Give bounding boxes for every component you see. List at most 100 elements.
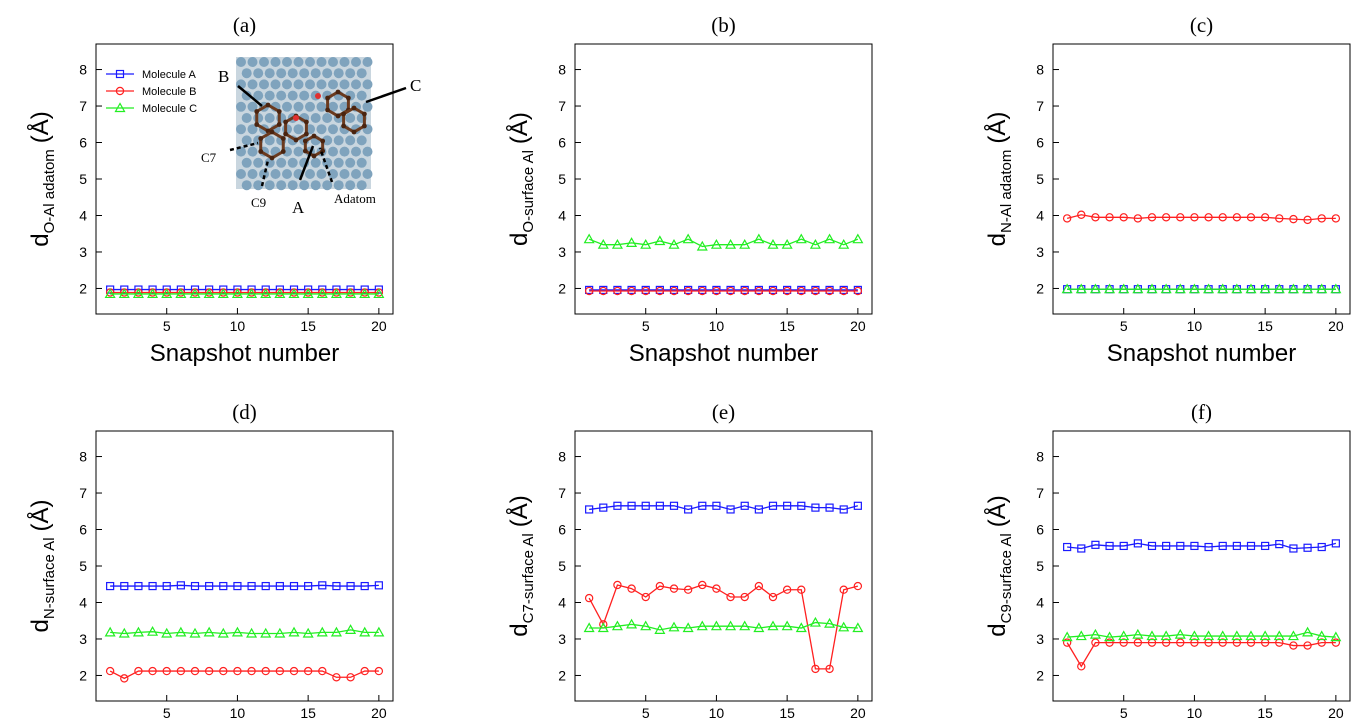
- surface-atom: [345, 180, 356, 191]
- molecule-atom: [302, 138, 308, 144]
- data-point: [162, 581, 171, 591]
- surface-atom: [356, 90, 367, 101]
- data-point: [246, 627, 258, 638]
- x-axis-label: Snapshot number: [629, 340, 818, 367]
- data-point: [1330, 283, 1342, 294]
- inset-label: Adatom: [334, 191, 376, 206]
- surface-atom: [282, 169, 292, 179]
- data-point: [613, 501, 622, 510]
- molecule-atom: [345, 95, 351, 101]
- surface-atom: [322, 135, 333, 146]
- data-point: [1289, 641, 1298, 650]
- data-point: [682, 622, 694, 633]
- molecule-atom: [254, 109, 260, 114]
- y-tick-label: 4: [558, 594, 566, 610]
- surface-atom: [287, 157, 298, 168]
- data-point: [795, 622, 807, 633]
- x-tick-label: 10: [1187, 318, 1203, 334]
- data-point: [1146, 283, 1158, 294]
- data-point: [824, 617, 836, 628]
- data-point: [1062, 638, 1072, 647]
- data-point: [641, 501, 650, 510]
- surface-atom: [333, 180, 344, 191]
- surface-atom: [310, 68, 321, 79]
- data-point: [189, 288, 201, 299]
- data-point: [1289, 544, 1298, 553]
- data-point: [261, 581, 270, 591]
- series-molecule-b: [105, 666, 384, 683]
- surface-atom: [310, 180, 321, 191]
- data-point: [1091, 213, 1100, 222]
- surface-atom: [316, 169, 327, 179]
- y-axis-label: dO-Al adatom (Å): [26, 111, 58, 247]
- surface-atom: [316, 124, 327, 135]
- panel-title: (e): [712, 400, 735, 424]
- data-point: [1204, 542, 1213, 552]
- data-point: [613, 580, 622, 590]
- surface-atom: [247, 101, 258, 112]
- annotation-arrow: [365, 86, 407, 104]
- surface-atom: [299, 90, 310, 101]
- data-point: [696, 240, 708, 251]
- data-point: [782, 585, 792, 594]
- surface-atom: [339, 79, 350, 90]
- data-point: [373, 626, 385, 637]
- surface-atom: [241, 113, 252, 123]
- data-point: [1132, 283, 1144, 294]
- x-tick-label: 20: [371, 705, 387, 721]
- data-point: [304, 581, 313, 591]
- legend: Molecule A Molecule B Molecule C: [106, 69, 197, 115]
- y-tick-label: 8: [1036, 62, 1044, 78]
- data-point: [359, 626, 371, 637]
- data-point: [1316, 630, 1328, 641]
- data-point: [626, 237, 638, 247]
- surface-atom: [333, 135, 344, 146]
- y-tick-label: 2: [1036, 280, 1044, 296]
- data-point: [782, 286, 792, 296]
- y-tick-label: 5: [558, 558, 566, 574]
- data-point: [1302, 283, 1314, 294]
- data-point: [274, 288, 286, 299]
- data-point: [104, 626, 116, 637]
- data-point: [1089, 628, 1101, 639]
- series-molecule-c: [1061, 283, 1342, 294]
- data-point: [1203, 283, 1215, 294]
- data-point: [1146, 630, 1158, 641]
- molecule-atom: [325, 107, 331, 113]
- data-point: [204, 666, 214, 676]
- inset-image: B C C7 C9 A Adatom: [201, 57, 421, 217]
- surface-atom: [236, 57, 246, 67]
- y-tick-label: 5: [1036, 558, 1044, 574]
- surface-atom: [322, 180, 333, 191]
- surface-atom: [328, 79, 338, 90]
- plot-frame: [574, 430, 873, 702]
- y-tick-label: 7: [558, 485, 566, 501]
- series-molecule-b: [1062, 210, 1341, 225]
- annotation-arrow: [237, 85, 263, 107]
- molecule-atom: [280, 149, 286, 154]
- annotation-arrow: [260, 159, 270, 187]
- data-point: [345, 288, 357, 299]
- data-point: [640, 620, 652, 631]
- molecule-atom: [335, 113, 341, 119]
- data-point: [725, 238, 737, 249]
- data-point: [640, 238, 652, 249]
- surface-atom: [356, 135, 367, 146]
- data-point: [655, 501, 664, 510]
- data-point: [1331, 638, 1341, 647]
- data-point: [203, 288, 215, 299]
- data-point: [1245, 630, 1257, 641]
- series-line: [1066, 214, 1336, 221]
- surface-atom: [328, 146, 338, 157]
- surface-atom: [253, 180, 264, 191]
- data-point: [302, 288, 314, 299]
- inset-label: B: [218, 67, 229, 86]
- x-tick-label: 10: [230, 318, 246, 334]
- surface-atom: [362, 169, 373, 179]
- surface-atom: [316, 101, 327, 112]
- data-point: [811, 503, 820, 512]
- surface-atom: [339, 57, 350, 67]
- panel-title: (f): [1191, 400, 1212, 424]
- data-point: [1091, 638, 1100, 647]
